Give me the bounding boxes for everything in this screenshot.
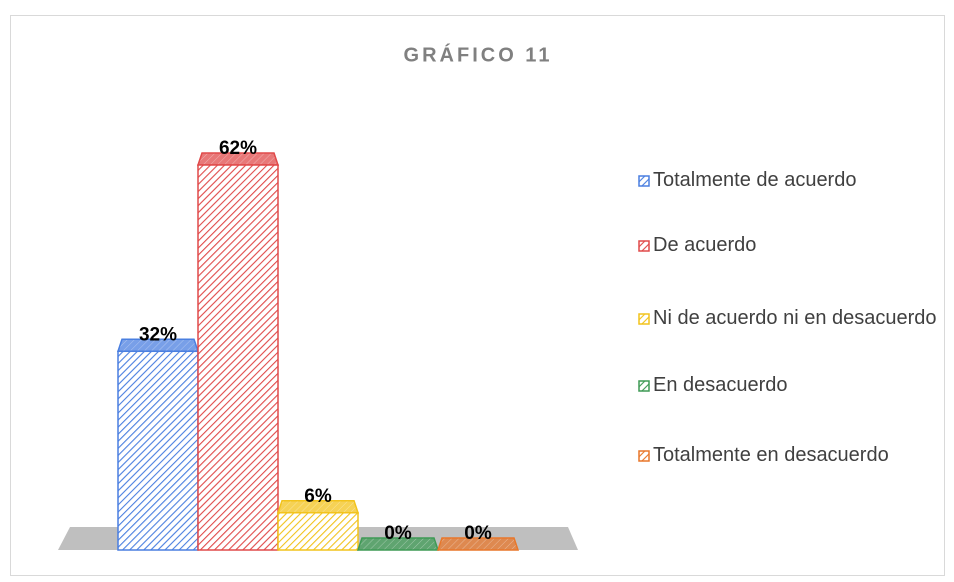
legend-item: Ni de acuerdo ni en desacuerdo bbox=[638, 305, 948, 332]
chart-title: GRÁFICO 11 bbox=[404, 43, 553, 66]
legend-label: Totalmente en desacuerdo bbox=[653, 444, 889, 466]
data-label: 6% bbox=[304, 486, 332, 507]
legend-item: En desacuerdo bbox=[638, 372, 948, 399]
legend-item: Totalmente en desacuerdo bbox=[638, 442, 948, 469]
legend-label: De acuerdo bbox=[653, 234, 757, 256]
legend-swatch bbox=[638, 450, 650, 462]
data-label: 0% bbox=[464, 523, 492, 544]
legend-swatch bbox=[638, 313, 650, 325]
data-label: 62% bbox=[219, 138, 257, 159]
legend-swatch bbox=[638, 240, 650, 252]
data-label: 0% bbox=[384, 523, 412, 544]
legend-swatch bbox=[638, 380, 650, 392]
legend-item: Totalmente de acuerdo bbox=[638, 167, 948, 194]
legend-label: Ni de acuerdo ni en desacuerdo bbox=[653, 307, 937, 329]
bar bbox=[197, 164, 279, 551]
legend-label: En desacuerdo bbox=[653, 374, 788, 396]
bar-top bbox=[356, 537, 440, 551]
legend-label: Totalmente de acuerdo bbox=[653, 169, 857, 191]
bar-top bbox=[436, 537, 520, 551]
legend-swatch bbox=[638, 175, 650, 187]
bar bbox=[277, 511, 359, 551]
bar bbox=[117, 350, 199, 551]
legend-item: De acuerdo bbox=[638, 232, 948, 259]
data-label: 32% bbox=[139, 324, 177, 345]
